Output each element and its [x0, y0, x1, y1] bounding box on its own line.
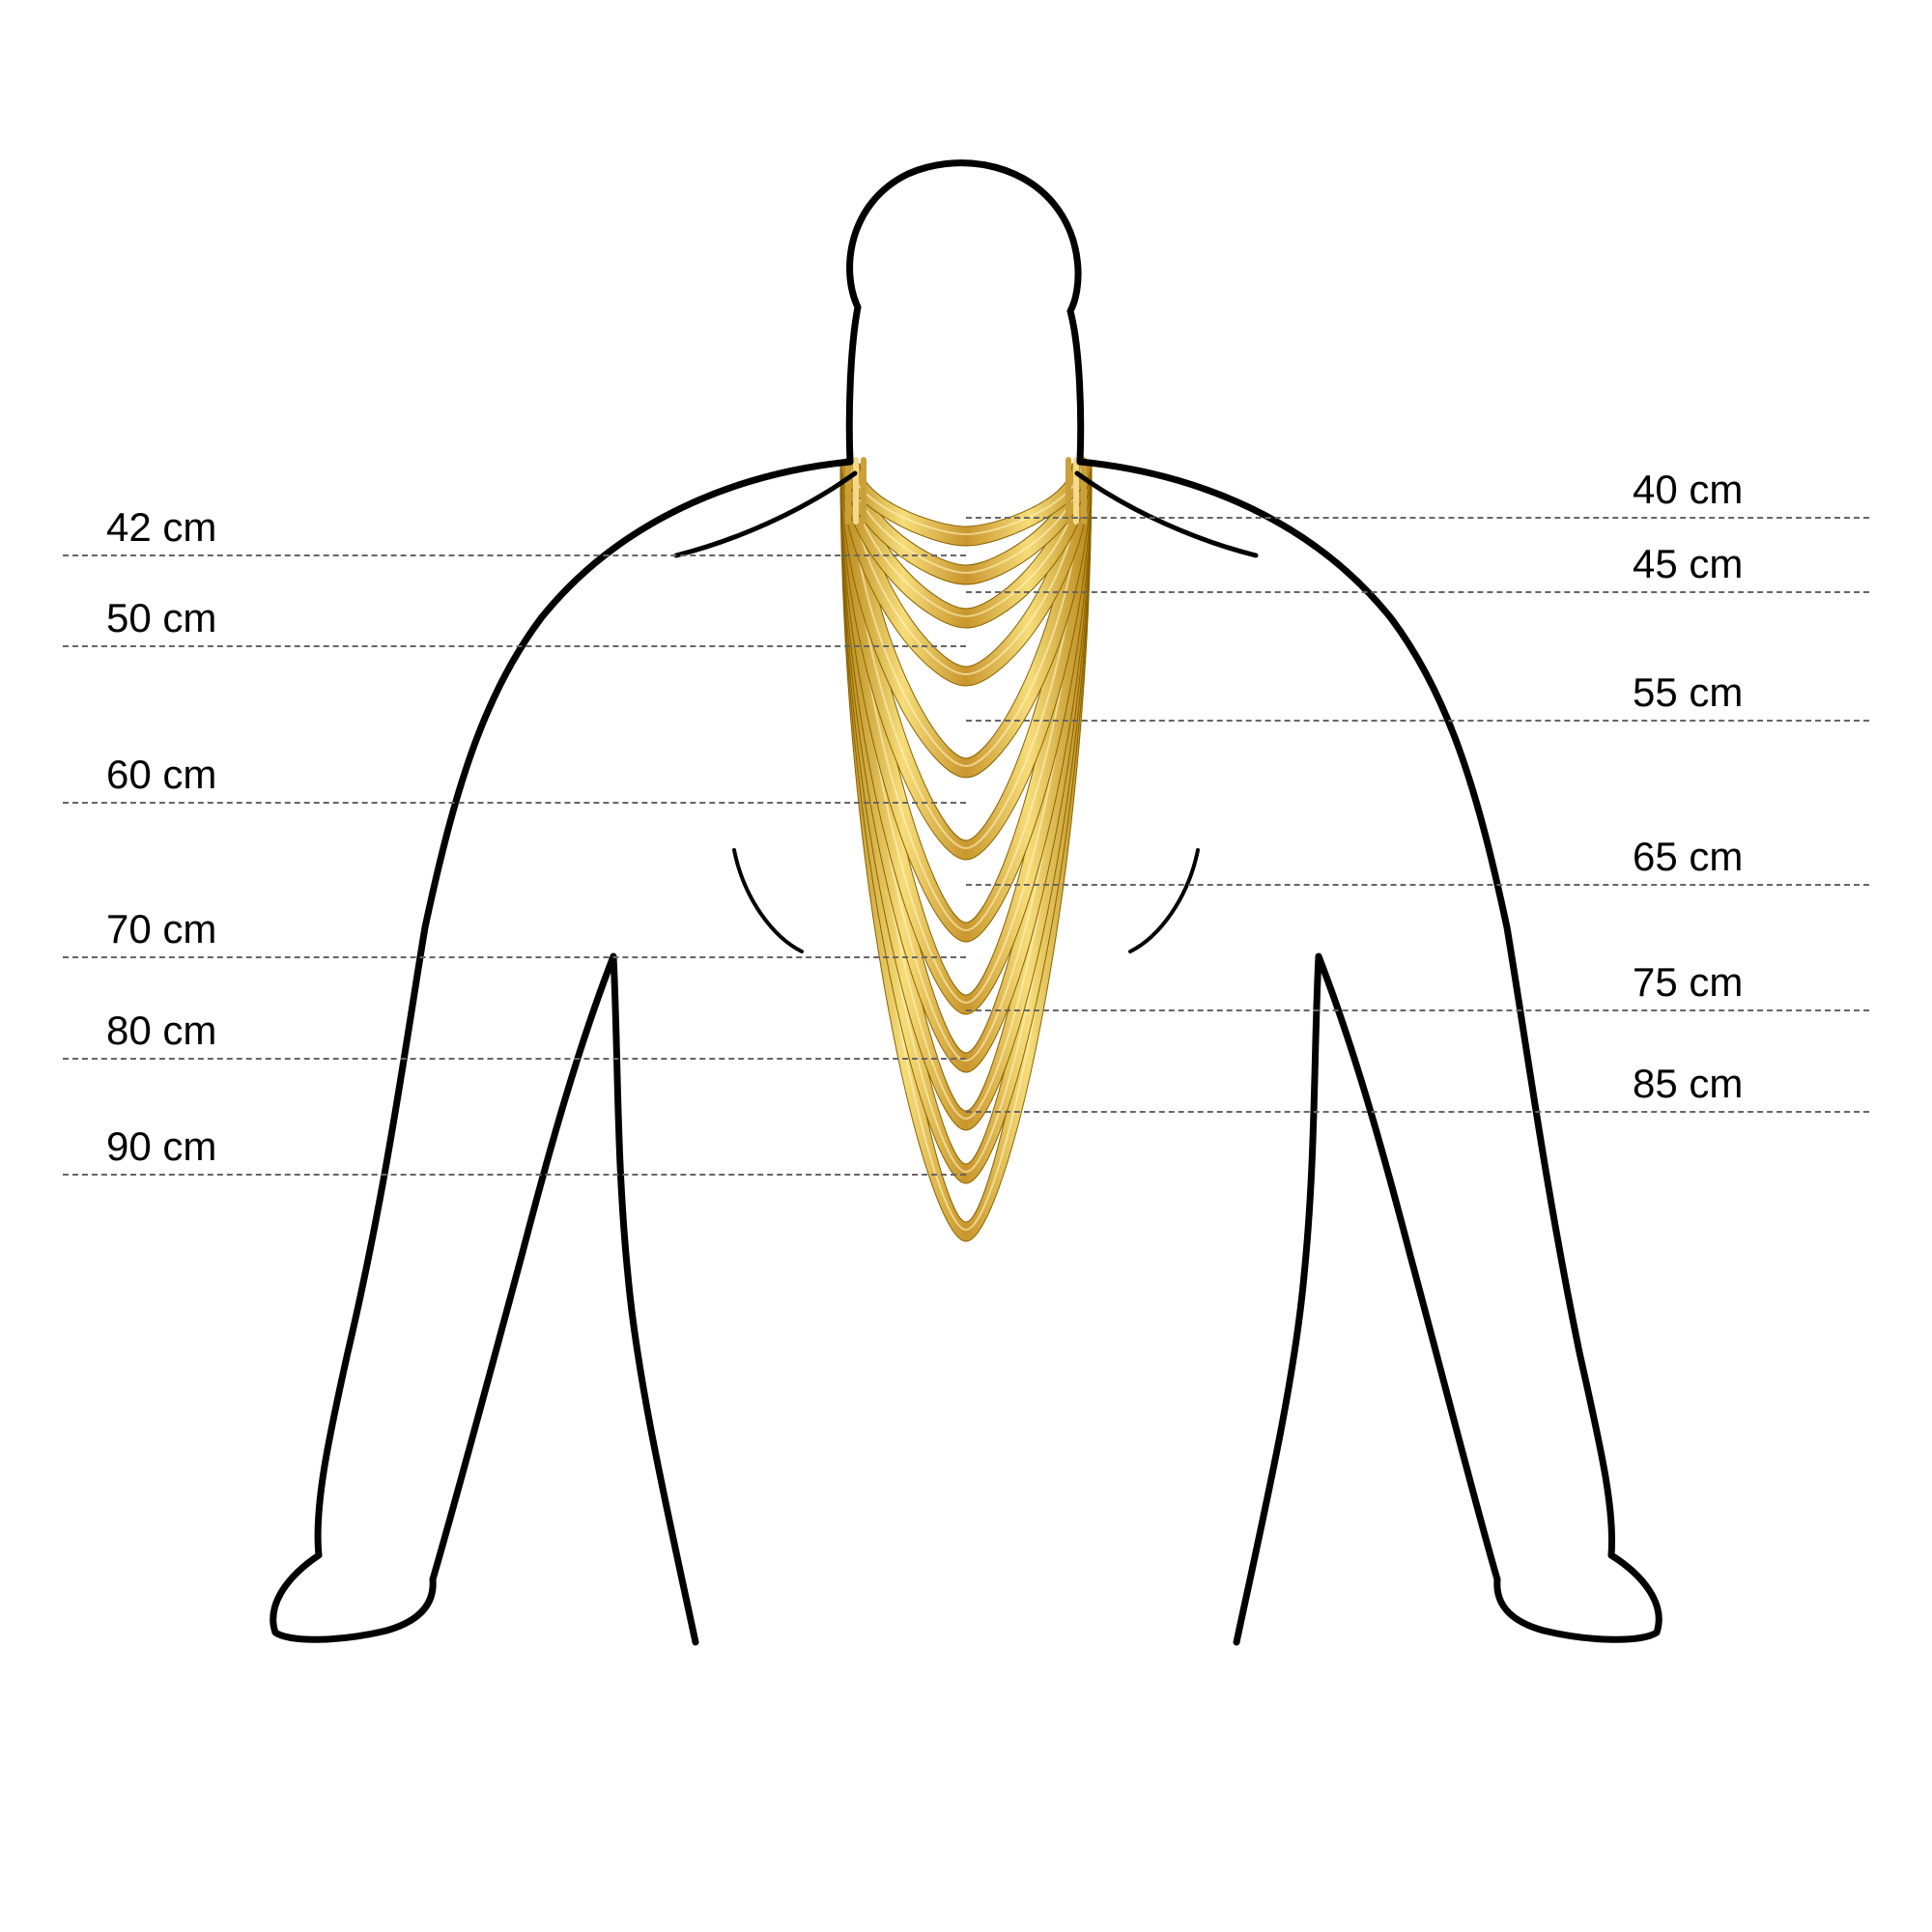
- body-outline: [273, 163, 1659, 1642]
- measure-line: [966, 1009, 1869, 1011]
- necklace-chains: [840, 460, 1092, 1241]
- measure-label: 85 cm: [1633, 1061, 1743, 1107]
- measure-line: [966, 517, 1869, 519]
- measure-label: 70 cm: [106, 906, 216, 952]
- measure-label: 55 cm: [1633, 669, 1743, 716]
- measure-label: 42 cm: [106, 504, 216, 551]
- measure-label: 45 cm: [1633, 541, 1743, 587]
- measure-label: 80 cm: [106, 1008, 216, 1054]
- measure-line: [966, 720, 1869, 722]
- measure-line: [966, 591, 1869, 593]
- measure-line: [63, 554, 966, 556]
- measure-line: [63, 645, 966, 647]
- measure-label: 65 cm: [1633, 834, 1743, 880]
- measure-label: 90 cm: [106, 1123, 216, 1170]
- measure-line: [63, 802, 966, 804]
- measure-label: 50 cm: [106, 595, 216, 641]
- measure-line: [966, 884, 1869, 886]
- measure-label: 40 cm: [1633, 467, 1743, 513]
- measure-line: [966, 1111, 1869, 1113]
- measure-label: 75 cm: [1633, 959, 1743, 1006]
- necklace-size-diagram: 42 cm 50 cm 60 cm 70 cm 80 cm 90 cm 40 cm 45 cm…: [0, 0, 1932, 1932]
- measure-line: [63, 1058, 966, 1060]
- measure-label: 60 cm: [106, 752, 216, 798]
- measure-line: [63, 956, 966, 958]
- measure-line: [63, 1174, 966, 1176]
